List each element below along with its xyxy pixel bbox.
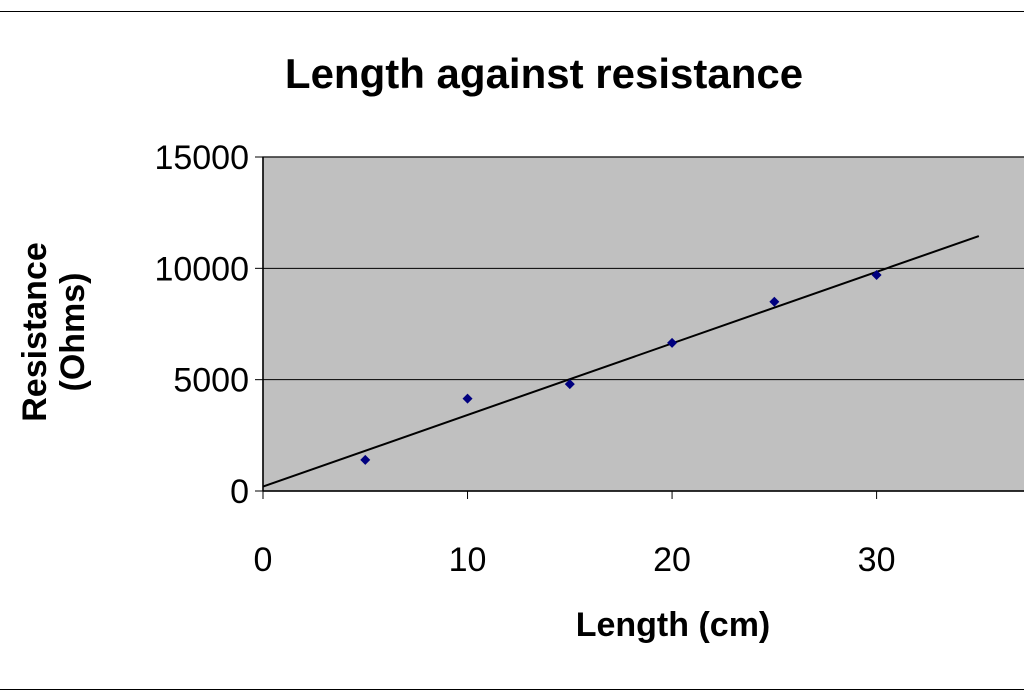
y-tick-label-1: 5000: [173, 362, 249, 400]
x-tick-label-3: 30: [858, 541, 896, 579]
y-tick-label-2: 10000: [154, 250, 249, 288]
y-tick-label-3: 15000: [154, 139, 249, 177]
trendline: [262, 235, 980, 488]
data-point-0-1: [462, 393, 473, 404]
top-border: [0, 11, 1024, 12]
chart-title: Length against resistance: [284, 50, 804, 97]
data-point-0-2: [564, 379, 575, 390]
y-axis-label-line1: Resistance: [16, 242, 54, 422]
x-axis-label: Length (cm): [575, 606, 771, 644]
data-point-0-5: [871, 270, 882, 281]
data-point-0-4: [769, 296, 780, 307]
bottom-border: [0, 689, 1024, 690]
data-point-0-3: [667, 337, 678, 348]
x-tick-label-1: 10: [449, 541, 487, 579]
x-tick-label-2: 20: [653, 541, 691, 579]
plot-area: [262, 156, 1024, 492]
data-point-0-0: [360, 454, 371, 465]
x-tick-label-0: 0: [254, 541, 273, 579]
y-tick-label-0: 0: [230, 473, 249, 511]
y-axis-label-line2: (Ohms): [54, 272, 92, 392]
